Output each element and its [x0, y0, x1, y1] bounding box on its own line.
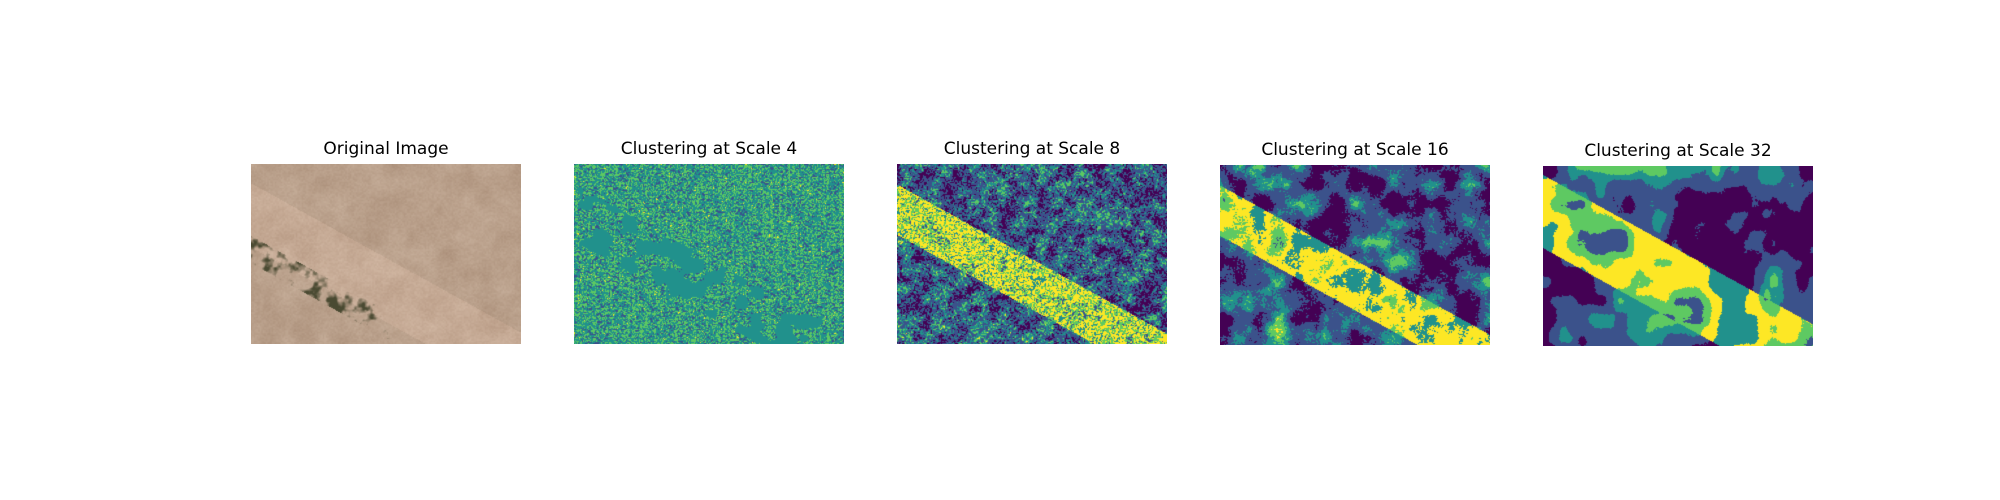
panel-title: Clustering at Scale 8	[943, 139, 1121, 159]
cluster-map-scale-32	[1543, 166, 1813, 346]
cluster-map-scale-8	[897, 164, 1167, 344]
original-image	[251, 164, 521, 344]
cluster-map-scale-16	[1220, 165, 1490, 345]
panel-title: Original Image	[323, 139, 449, 159]
panel-title: Clustering at Scale 4	[620, 139, 798, 159]
panel-title: Clustering at Scale 32	[1584, 141, 1772, 161]
panel-title: Clustering at Scale 16	[1261, 140, 1449, 160]
cluster-map-scale-4	[574, 164, 844, 344]
